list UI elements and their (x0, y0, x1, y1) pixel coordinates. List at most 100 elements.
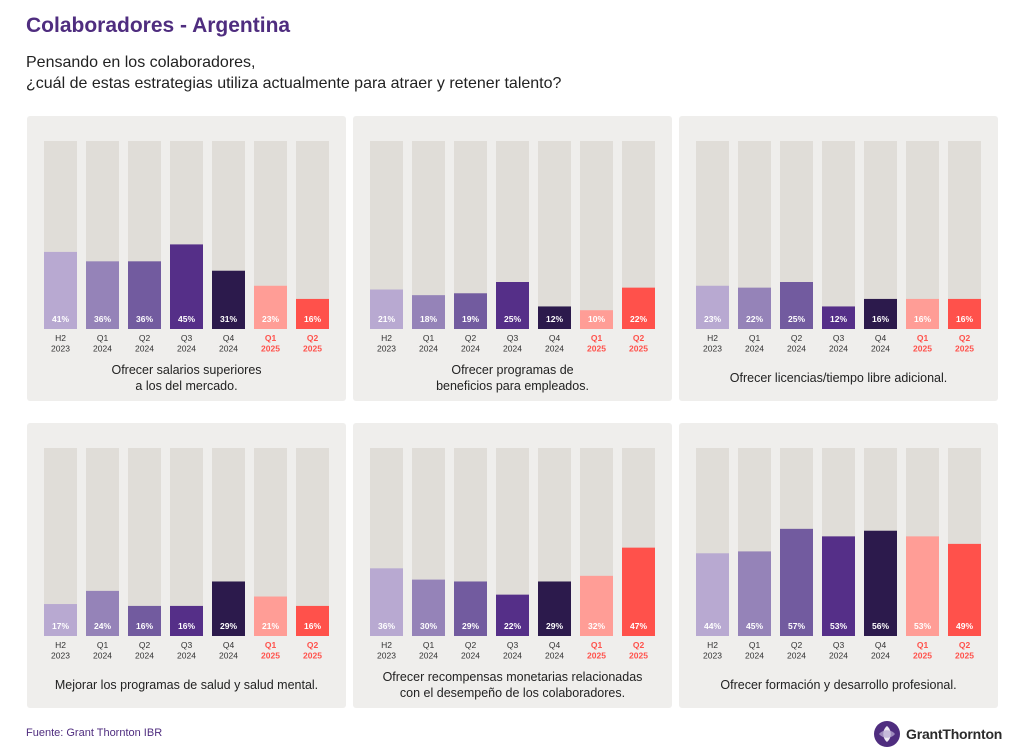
bar-value-label: 25% (504, 314, 521, 324)
x-tick-label: Q2 2025 (955, 333, 974, 354)
x-tick-label: Q3 2024 (829, 640, 848, 661)
bar-value-label: 53% (914, 621, 931, 631)
page-subtitle: Pensando en los colaboradores, ¿cuál de … (26, 52, 561, 94)
bar (128, 261, 161, 329)
bar-chart: 41% H2 2023 36% Q1 2024 36% Q2 2024 45% Q3 2024 31% Q… (44, 141, 329, 354)
caption-line: a los del mercado. (135, 379, 238, 393)
bar-track (864, 141, 897, 329)
x-tick-label: Q1 2024 (419, 640, 438, 661)
bar-value-label: 10% (588, 314, 605, 324)
x-tick-label: Q3 2024 (177, 333, 196, 354)
chart-caption: Ofrecer salarios superiores a los del me… (27, 362, 346, 394)
bar-track (580, 141, 613, 329)
bar (696, 553, 729, 636)
bar (738, 551, 771, 636)
bar (212, 270, 245, 329)
bar-value-label: 56% (872, 621, 889, 631)
bar-value-label: 36% (136, 314, 153, 324)
x-tick-label: H2 2023 (51, 333, 70, 354)
source-note: Fuente: Grant Thornton IBR (26, 727, 163, 739)
brand-logo: GrantThornton (874, 720, 1002, 748)
bar (580, 310, 613, 329)
bar (496, 282, 529, 329)
caption-line: Ofrecer salarios superiores (111, 363, 262, 377)
x-tick-label: Q4 2024 (545, 640, 564, 661)
bar (128, 605, 161, 636)
chart-caption: Mejorar los programas de salud y salud m… (27, 677, 346, 693)
x-tick-label: Q2 2024 (135, 640, 154, 661)
bar-value-label: 22% (630, 314, 647, 324)
bar (170, 244, 203, 329)
subtitle-line: ¿cuál de estas estrategias utiliza actua… (26, 75, 562, 92)
x-tick-label: Q1 2024 (745, 333, 764, 354)
caption-line: Ofrecer recompensas monetarias relaciona… (382, 670, 643, 684)
bar-value-label: 16% (178, 621, 195, 631)
x-tick-label: Q1 2024 (93, 333, 112, 354)
chart-caption: Ofrecer formación y desarrollo profesion… (679, 677, 998, 693)
bar-track (296, 141, 329, 329)
x-tick-label: Q1 2025 (913, 333, 932, 354)
chart-panel: 23% H2 2023 22% Q1 2024 25% Q2 2024 12% Q3 2024 16% Q… (679, 116, 998, 401)
bar-value-label: 16% (914, 314, 931, 324)
bar (254, 285, 287, 329)
bar-chart: 44% H2 2023 45% Q1 2024 57% Q2 2024 53% Q3 2024 56% Q… (696, 448, 981, 661)
x-tick-label: H2 2023 (703, 640, 722, 661)
bar (496, 594, 529, 636)
bar-value-label: 44% (704, 621, 721, 631)
caption-line: beneficios para empleados. (436, 379, 589, 393)
bar (864, 530, 897, 636)
caption-line: Mejorar los programas de salud y salud m… (54, 678, 319, 692)
bar (412, 579, 445, 636)
caption-line: con el desempeño de los colaboradores. (399, 686, 626, 700)
bar (580, 575, 613, 636)
logo-text: GrantThornton (906, 726, 1003, 742)
bar (370, 568, 403, 636)
bar (780, 282, 813, 329)
bar-value-label: 23% (704, 314, 721, 324)
bar-chart: 17% H2 2023 24% Q1 2024 16% Q2 2024 16% Q3 2024 29% Q… (44, 448, 329, 661)
bar-chart: 21% H2 2023 18% Q1 2024 19% Q2 2024 25% Q3 2024 12% Q… (370, 141, 655, 354)
x-tick-label: H2 2023 (377, 333, 396, 354)
bar (622, 287, 655, 329)
bar (454, 581, 487, 636)
chart-caption: Ofrecer recompensas monetarias relaciona… (353, 669, 672, 701)
bar (412, 295, 445, 329)
x-tick-label: Q3 2024 (503, 333, 522, 354)
x-tick-label: H2 2023 (703, 333, 722, 354)
bar (622, 547, 655, 636)
bar-track (822, 141, 855, 329)
bar (370, 289, 403, 329)
bar-value-label: 36% (94, 314, 111, 324)
chart-panel: 17% H2 2023 24% Q1 2024 16% Q2 2024 16% Q3 2024 29% Q… (27, 423, 346, 708)
bar (696, 285, 729, 329)
bar-value-label: 16% (136, 621, 153, 631)
x-tick-label: Q2 2025 (629, 640, 648, 661)
bar (296, 298, 329, 329)
chart-panel: 36% H2 2023 30% Q1 2024 29% Q2 2024 22% Q3 2024 29% Q… (353, 423, 672, 708)
x-tick-label: Q1 2025 (913, 640, 932, 661)
x-tick-label: Q2 2024 (787, 333, 806, 354)
bar (948, 543, 981, 636)
bar (864, 298, 897, 329)
bar-value-label: 12% (830, 314, 847, 324)
bar-value-label: 57% (788, 621, 805, 631)
bar (296, 605, 329, 636)
bar-value-label: 41% (52, 314, 69, 324)
caption-line: Ofrecer licencias/tiempo libre adicional… (729, 371, 948, 385)
bar-chart: 23% H2 2023 22% Q1 2024 25% Q2 2024 12% Q3 2024 16% Q… (696, 141, 981, 354)
bar-value-label: 25% (788, 314, 805, 324)
x-tick-label: Q3 2024 (503, 640, 522, 661)
bar-value-label: 32% (588, 621, 605, 631)
bar (822, 306, 855, 329)
x-tick-label: Q1 2025 (587, 333, 606, 354)
bar (44, 604, 77, 636)
bar (738, 287, 771, 329)
x-tick-label: Q2 2025 (955, 640, 974, 661)
bar-chart: 36% H2 2023 30% Q1 2024 29% Q2 2024 22% Q3 2024 29% Q… (370, 448, 655, 661)
x-tick-label: Q1 2025 (261, 640, 280, 661)
x-tick-label: Q1 2025 (587, 640, 606, 661)
chart-panel: 44% H2 2023 45% Q1 2024 57% Q2 2024 53% Q3 2024 56% Q… (679, 423, 998, 708)
bar-value-label: 24% (94, 621, 111, 631)
chart-caption: Ofrecer programas de beneficios para emp… (353, 362, 672, 394)
bar-value-label: 16% (956, 314, 973, 324)
